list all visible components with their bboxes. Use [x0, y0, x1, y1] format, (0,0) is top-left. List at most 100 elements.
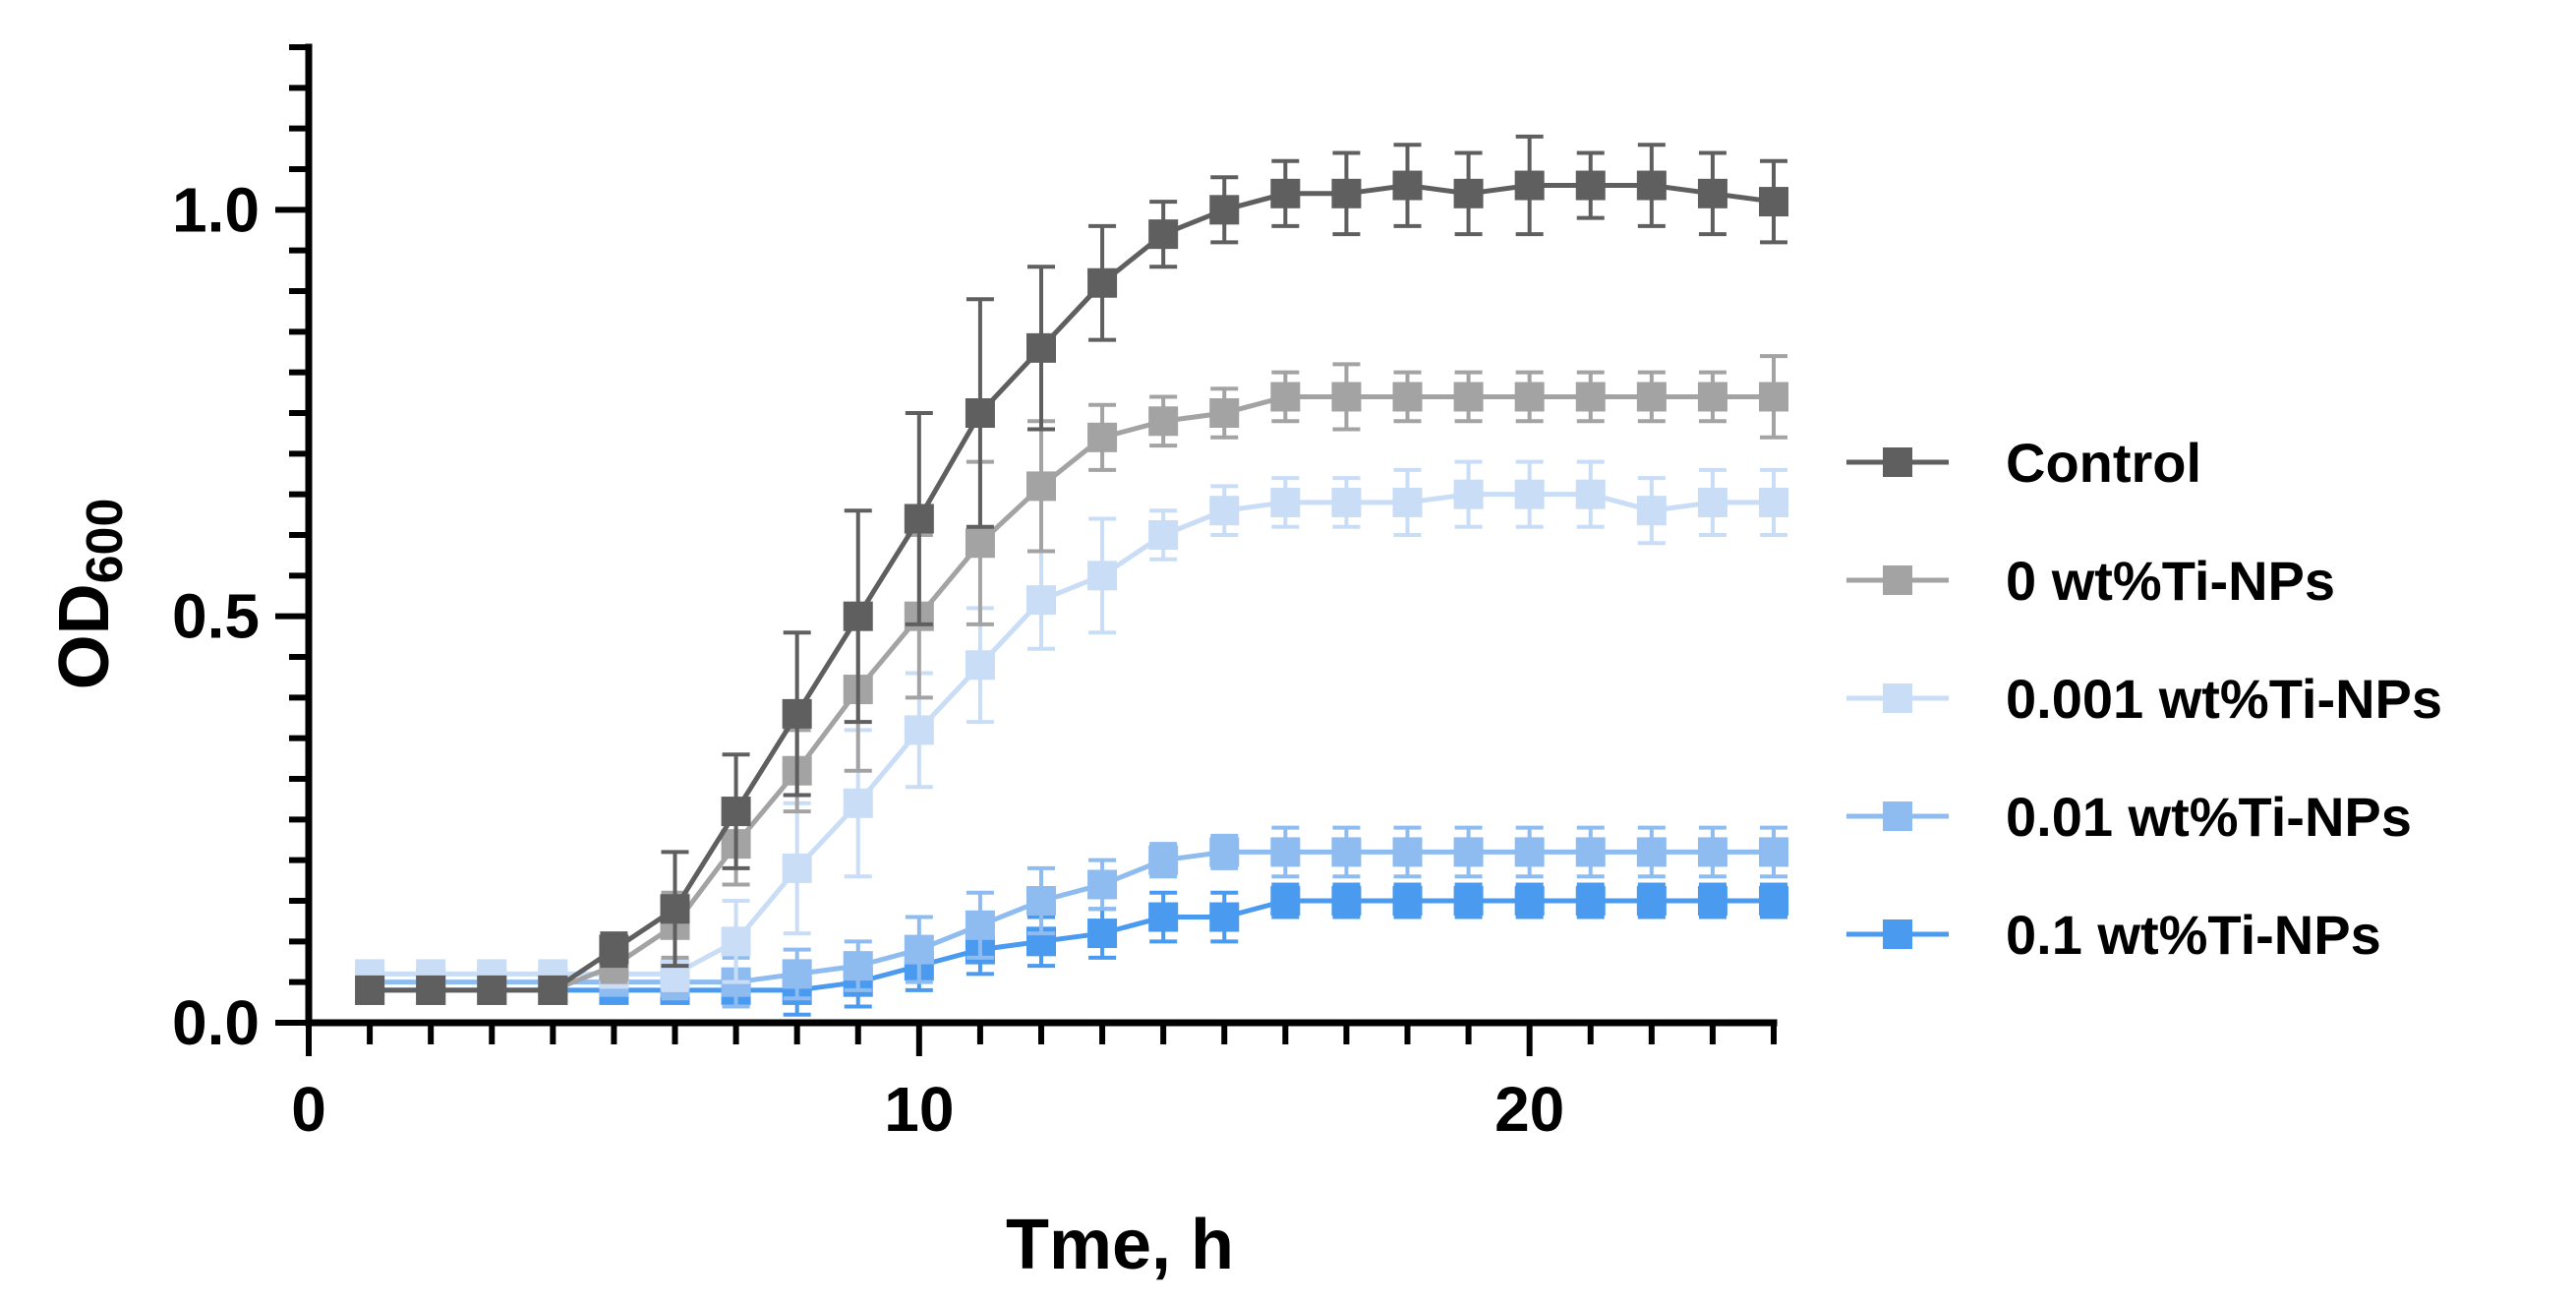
- data-point: [1026, 332, 1056, 363]
- data-point: [1514, 886, 1545, 916]
- legend-marker: [1883, 565, 1912, 595]
- data-point: [1392, 886, 1423, 916]
- data-point: [1697, 382, 1727, 412]
- data-point: [1575, 382, 1606, 412]
- data-point: [599, 934, 629, 965]
- data-point: [1148, 406, 1179, 437]
- data-point: [1514, 382, 1545, 412]
- data-point: [965, 528, 995, 559]
- data-point: [1697, 837, 1727, 867]
- data-point: [843, 951, 873, 981]
- data-point: [843, 601, 873, 631]
- y-tick-label: 1.0: [172, 174, 260, 245]
- data-point: [904, 715, 934, 745]
- data-point: [1270, 382, 1301, 412]
- series-line: [370, 849, 1774, 985]
- data-point: [660, 894, 690, 924]
- legend-entry: 0 wt%Ti-NPs: [1846, 550, 2335, 612]
- legend-marker: [1883, 919, 1912, 949]
- data-point: [1392, 382, 1423, 412]
- data-point: [1453, 479, 1484, 509]
- data-point: [1453, 178, 1484, 208]
- data-point: [1453, 886, 1484, 916]
- data-point: [1331, 178, 1362, 208]
- data-point: [904, 934, 934, 965]
- legend-marker: [1883, 683, 1912, 713]
- data-point: [1697, 178, 1727, 208]
- data-point: [1697, 487, 1727, 517]
- data-point: [1087, 919, 1118, 949]
- data-point: [355, 975, 385, 1005]
- data-point: [1148, 219, 1179, 250]
- y-axis-title-main: OD: [45, 583, 124, 689]
- legend-label: 0.1 wt%Ti-NPs: [2006, 904, 2381, 966]
- legend-label: 0 wt%Ti-NPs: [2006, 550, 2335, 612]
- legend-entry: 0.001 wt%Ti-NPs: [1846, 668, 2442, 730]
- data-point: [1392, 170, 1423, 201]
- x-tick-label: 10: [884, 1074, 954, 1145]
- data-point: [1026, 585, 1056, 616]
- legend-marker: [1883, 447, 1912, 477]
- data-point: [782, 698, 812, 729]
- data-point: [782, 853, 812, 883]
- data-point: [1087, 267, 1118, 298]
- data-point: [1514, 837, 1545, 867]
- data-point: [1087, 422, 1118, 452]
- data-point: [1331, 487, 1362, 517]
- data-point: [1148, 902, 1179, 932]
- data-point: [1270, 886, 1301, 916]
- data-point: [1453, 382, 1484, 412]
- data-point: [1636, 496, 1667, 526]
- data-point: [1209, 398, 1240, 428]
- data-point: [1392, 837, 1423, 867]
- data-point: [965, 650, 995, 681]
- data-point: [1392, 487, 1423, 517]
- data-point: [416, 975, 446, 1005]
- data-point: [1270, 178, 1301, 208]
- legend-marker: [1883, 801, 1912, 831]
- legend-entry: 0.1 wt%Ti-NPs: [1846, 904, 2381, 966]
- y-tick-label: 0.5: [172, 581, 260, 652]
- legend: Control 0 wt%Ti-NPs 0.001 wt%Ti-NPs 0.01 wt…: [1846, 432, 2442, 966]
- data-point: [1148, 845, 1179, 875]
- data-point: [1759, 382, 1788, 412]
- legend-label: 0.001 wt%Ti-NPs: [2006, 668, 2442, 730]
- axis-labels: Tme, h OD600: [45, 499, 1234, 1284]
- data-point: [1148, 520, 1179, 550]
- data-point: [1575, 886, 1606, 916]
- data-point: [1636, 837, 1667, 867]
- data-point: [1270, 487, 1301, 517]
- data-point: [782, 959, 812, 989]
- data-point: [1759, 886, 1788, 916]
- data-point: [1759, 837, 1788, 867]
- data-point: [1087, 869, 1118, 900]
- legend-entry: 0.01 wt%Ti-NPs: [1846, 786, 2412, 848]
- data-point: [1209, 902, 1240, 932]
- data-point: [1514, 479, 1545, 509]
- data-point: [1026, 471, 1056, 502]
- data-point: [1331, 886, 1362, 916]
- data-point: [1026, 886, 1056, 916]
- series-2: [355, 459, 1788, 992]
- data-point: [721, 926, 751, 957]
- data-point: [1636, 170, 1667, 201]
- data-point: [721, 797, 751, 827]
- data-point: [1331, 837, 1362, 867]
- data-point: [1636, 886, 1667, 916]
- y-axis-title: OD600: [45, 499, 134, 690]
- data-point: [1575, 170, 1606, 201]
- data-point: [1636, 382, 1667, 412]
- data-point: [843, 788, 873, 818]
- data-point: [1087, 561, 1118, 591]
- data-point: [1209, 195, 1240, 225]
- data-point: [1453, 837, 1484, 867]
- data-point: [1575, 479, 1606, 509]
- y-tick-label: 0.0: [172, 987, 260, 1058]
- series-1: [355, 354, 1788, 1005]
- data-point: [1331, 382, 1362, 412]
- series-4: [355, 882, 1788, 1017]
- plot-area: [355, 134, 1788, 1017]
- x-tick-label: 0: [291, 1074, 326, 1145]
- legend-label: Control: [2006, 432, 2201, 494]
